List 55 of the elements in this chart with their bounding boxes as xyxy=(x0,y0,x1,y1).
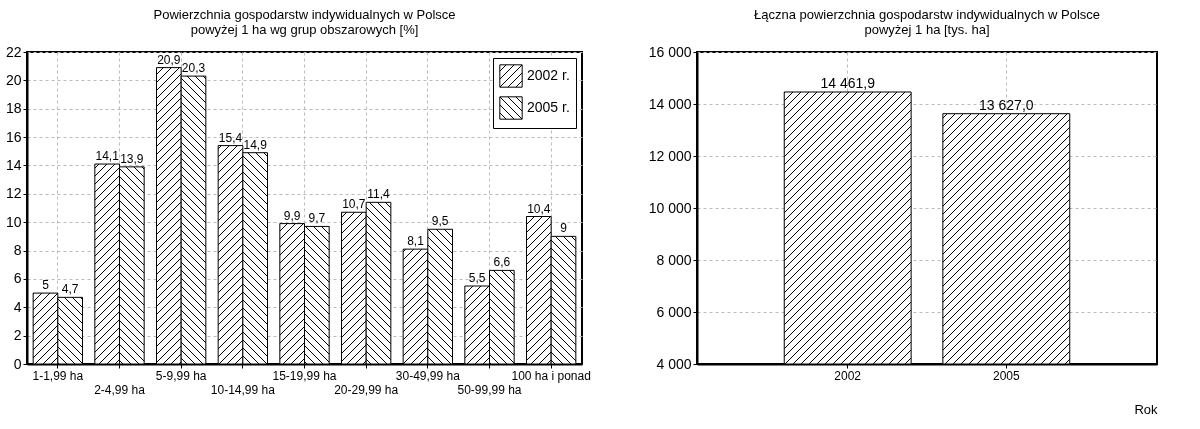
data-label: 9,5 xyxy=(431,214,449,229)
y-tick-label: 14 xyxy=(5,156,22,173)
y-tick-label: 0 xyxy=(13,355,22,372)
data-label: 9 xyxy=(560,221,568,236)
x-tick-label: 5-9,99 ha xyxy=(155,368,207,383)
data-label: 5,5 xyxy=(468,271,486,285)
x-tick-label: 10-14,99 ha xyxy=(210,382,276,397)
data-label: 8,1 xyxy=(407,234,425,249)
data-label: 9,9 xyxy=(283,208,301,223)
data-label: 14,1 xyxy=(95,149,120,164)
y-tick-label: 10 000 xyxy=(648,199,692,216)
x-tick-label: 100 ha i ponad xyxy=(511,368,591,383)
chart-title: Powierzchnia gospodarstw indywidualnych w Polsce powyżej 1 ha wg grup obszarowych [%] xyxy=(153,7,456,37)
data-label: 5 xyxy=(42,278,50,293)
y-tick-label: 16 000 xyxy=(648,43,692,60)
data-label: 14 461,9 xyxy=(820,74,876,91)
legend-label: 2002 r. xyxy=(527,67,570,83)
data-label: 13,9 xyxy=(120,151,144,166)
y-tick-label: 4 xyxy=(13,298,22,315)
y-tick-label: 6 000 xyxy=(656,303,692,320)
data-label: 20,3 xyxy=(181,61,206,76)
y-tick-label: 4 000 xyxy=(656,355,692,372)
data-label: 10,7 xyxy=(342,197,366,212)
data-label: 6,6 xyxy=(493,255,511,270)
y-tick-label: 22 xyxy=(5,43,22,60)
data-label: 11,4 xyxy=(367,187,391,202)
y-tick-label: 6 xyxy=(13,270,22,287)
y-tick-label: 8 000 xyxy=(656,251,692,268)
x-tick-label: 15-19,99 ha xyxy=(272,368,337,383)
x-tick-label: 20-29,99 ha xyxy=(334,382,399,397)
x-axis-title: Rok xyxy=(1134,401,1158,417)
y-tick-label: 16 xyxy=(5,128,22,145)
y-tick-label: 18 xyxy=(5,100,22,117)
data-label: 13 627,0 xyxy=(979,96,1034,113)
data-label: 9,7 xyxy=(308,211,326,226)
y-tick-label: 14 000 xyxy=(648,95,692,112)
data-label: 14,9 xyxy=(243,137,268,152)
data-label: 15,4 xyxy=(218,130,243,145)
data-label: 10,4 xyxy=(527,201,551,216)
x-tick-label: 50-99,99 ha xyxy=(457,382,522,397)
data-label: 4,7 xyxy=(61,282,79,297)
y-tick-label: 12 xyxy=(5,185,22,202)
y-tick-label: 20 xyxy=(5,71,22,88)
y-tick-label: 2 xyxy=(13,327,22,344)
y-tick-label: 8 xyxy=(13,242,22,259)
y-tick-label: 10 xyxy=(5,213,22,230)
legend-label: 2005 r. xyxy=(527,99,570,115)
x-tick-label: 1-1,99 ha xyxy=(32,368,84,383)
chart-title: Łączna powierzchnia gospodarstw indywidualnych w Polsce powyżej 1 ha [tys. ha] xyxy=(753,7,1101,37)
x-tick-label: 2-4,99 ha xyxy=(94,382,146,397)
x-tick-label: 30-49,99 ha xyxy=(395,368,461,383)
y-tick-label: 12 000 xyxy=(648,147,692,164)
x-tick-label: 2002 xyxy=(834,368,862,383)
x-tick-label: 2005 xyxy=(992,368,1020,383)
data-label: 20,9 xyxy=(157,52,181,67)
